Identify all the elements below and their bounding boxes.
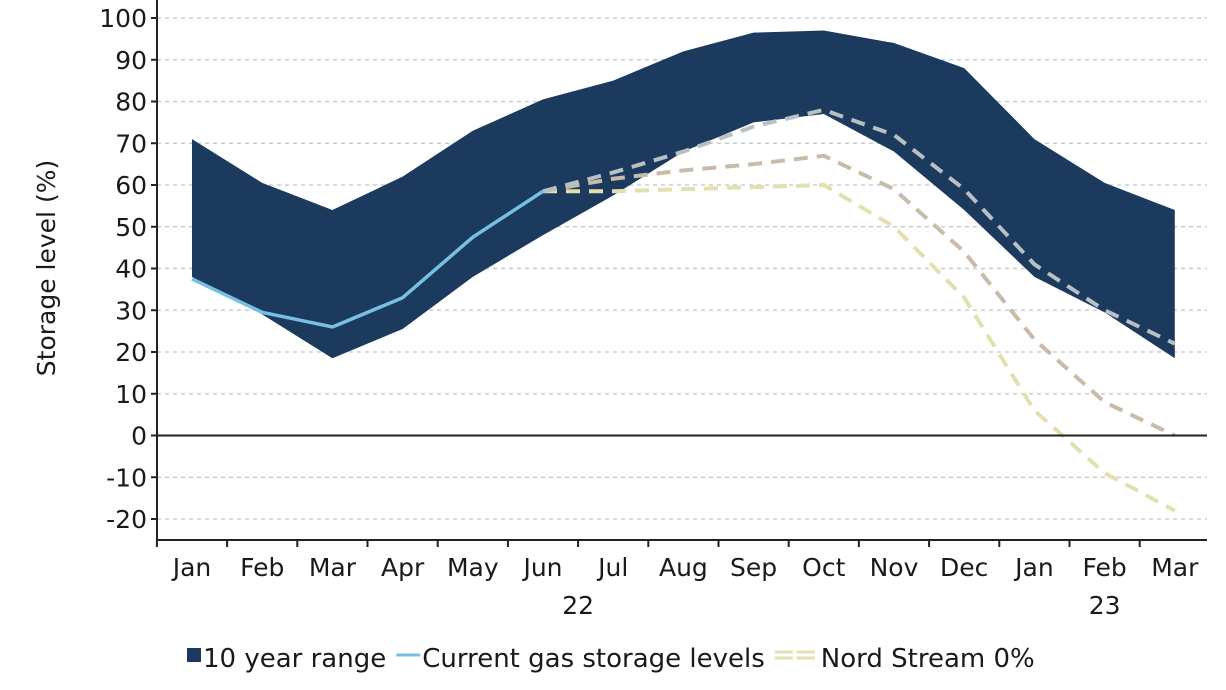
x-tick-label: Sep <box>730 553 777 582</box>
y-tick-label: 60 <box>115 171 147 200</box>
legend-swatch-range <box>187 648 201 662</box>
series-line-scenario-1 <box>543 182 1176 513</box>
y-tick-label: 90 <box>115 46 147 75</box>
x-tick-label: Oct <box>802 553 845 582</box>
y-tick-label: 20 <box>115 338 147 367</box>
x-year-label: 23 <box>1089 591 1121 620</box>
y-tick-label: -20 <box>106 505 147 534</box>
series-10-year-range <box>192 30 1175 359</box>
tick-labels: -20 -10 0 10 20 30 40 50 60 70 80 90 100 Jan Feb Mar Apr… <box>99 4 1199 620</box>
y-tick-label: 40 <box>115 255 147 284</box>
range-band-layer <box>192 30 1175 359</box>
series-line-scenario-2 <box>542 153 1176 438</box>
y-tick-label: -10 <box>106 463 147 492</box>
x-tick-label: Jan <box>1013 553 1054 582</box>
y-tick-label: 100 <box>99 4 147 33</box>
x-tick-label: May <box>447 553 499 582</box>
x-tick-label: Nov <box>870 553 919 582</box>
x-tick-label: Feb <box>1082 553 1126 582</box>
x-tick-label: Mar <box>309 553 357 582</box>
x-tick-label: Dec <box>940 553 988 582</box>
x-tick-label: Apr <box>381 553 425 582</box>
legend: 10 year range Current gas storage levels N… <box>187 644 1035 674</box>
x-tick-label: Jun <box>521 553 562 582</box>
y-tick-label: 10 <box>115 380 147 409</box>
y-axis-title: Storage level (%) <box>32 160 61 376</box>
x-tick-label: Jan <box>171 553 212 582</box>
x-tick-label: Feb <box>240 553 284 582</box>
y-tick-label: 50 <box>115 213 147 242</box>
x-year-label: 22 <box>562 591 594 620</box>
x-tick-label: Jul <box>596 553 628 582</box>
x-tick-label: Mar <box>1151 553 1199 582</box>
legend-label: Nord Stream 0% <box>821 644 1035 674</box>
series-layer <box>191 107 1176 513</box>
legend-label: 10 year range <box>203 644 386 674</box>
y-tick-label: 30 <box>115 296 147 325</box>
y-tick-label: 0 <box>131 422 147 451</box>
series-line-current-gas-storage <box>191 189 544 329</box>
series-line-scenario-3 <box>542 107 1176 346</box>
y-tick-label: 80 <box>115 88 147 117</box>
x-tick-label: Aug <box>659 553 708 582</box>
y-tick-label: 70 <box>115 129 147 158</box>
axes <box>151 0 1207 547</box>
legend-label: Current gas storage levels <box>422 644 765 674</box>
